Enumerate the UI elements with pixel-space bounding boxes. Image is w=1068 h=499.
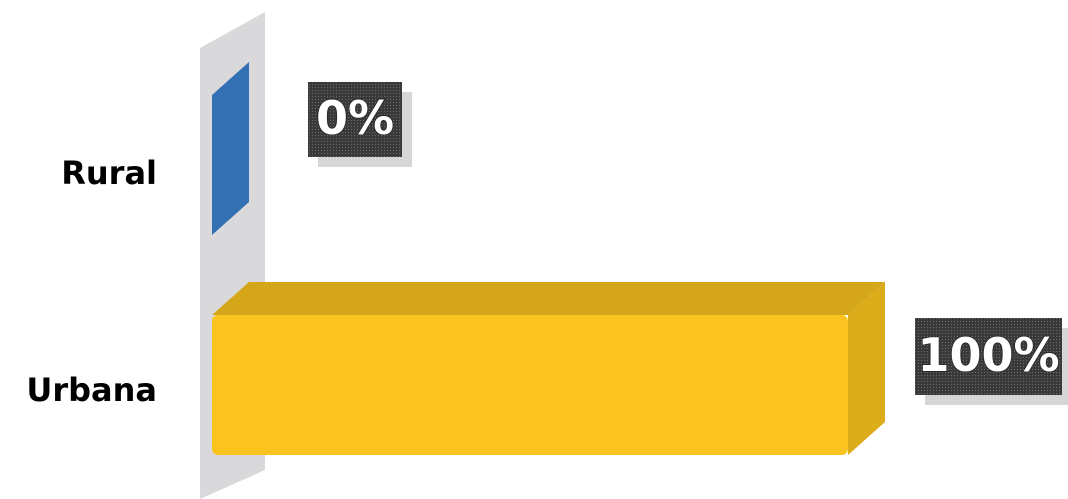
bar-side [848, 282, 885, 455]
bar-front [212, 315, 848, 455]
value-label: 0% [316, 91, 394, 145]
bar [212, 62, 249, 235]
category-label: Rural [61, 154, 157, 192]
category-label: Urbana [26, 371, 157, 409]
value-label: 100% [917, 328, 1059, 382]
bar [212, 282, 885, 455]
label-box [308, 82, 402, 157]
bar-top [212, 282, 885, 315]
label-box [915, 318, 1062, 395]
bar-side [212, 62, 249, 235]
